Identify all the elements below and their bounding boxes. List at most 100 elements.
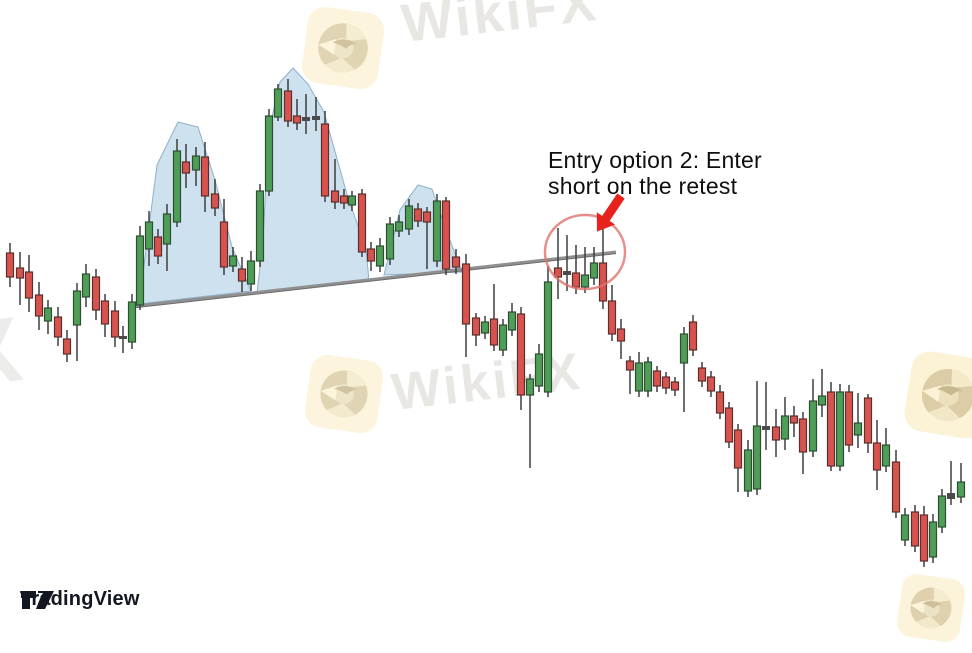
candle [302, 94, 310, 134]
candle [34, 282, 44, 330]
candle [507, 303, 517, 336]
candle [706, 371, 716, 397]
tradingview-logo-icon [21, 591, 54, 609]
candle [441, 197, 451, 275]
candle [489, 284, 499, 351]
bear-candle-body [516, 313, 526, 396]
candle [808, 379, 818, 457]
candle [375, 238, 385, 272]
candle [789, 406, 799, 437]
bull-candle-body [956, 481, 966, 498]
bear-candle-body [5, 252, 15, 278]
candle [697, 362, 707, 387]
candle [652, 366, 662, 392]
doji-body [563, 271, 571, 275]
bull-candle-body [543, 281, 553, 393]
bear-candle-body [688, 321, 698, 351]
bear-candle-body [200, 156, 210, 197]
bull-candle-body [900, 514, 910, 541]
candle [525, 374, 535, 468]
bull-candle-body [347, 195, 357, 206]
candle [762, 382, 770, 450]
bull-candle-body [808, 400, 818, 452]
wikifx-watermark-top: WikiFX [299, 0, 602, 92]
bear-candle-body [219, 221, 229, 268]
bear-candle-body [625, 360, 635, 371]
bull-candle-body [375, 245, 385, 267]
retest-circle [543, 213, 627, 291]
candle [598, 228, 608, 309]
bear-candle-body [706, 376, 716, 392]
bull-candle-body [228, 255, 238, 267]
bull-candle-body [835, 391, 845, 467]
wikifx-eagle-icon [302, 352, 386, 436]
candle [947, 461, 955, 505]
pattern-left-shoulder [138, 121, 252, 305]
bull-candle-body [135, 235, 145, 306]
bear-candle-body [357, 193, 367, 253]
annotation-line-1: Entry option 2: Enter [548, 147, 762, 173]
bull-candle-body [162, 213, 172, 245]
candle [255, 184, 265, 267]
candle [144, 211, 154, 266]
bull-candle-body [525, 378, 535, 396]
candle [580, 247, 590, 293]
bear-candle-body [724, 407, 734, 443]
candle [616, 319, 626, 359]
annotation-line-2: short on the retest [548, 173, 738, 199]
candle [956, 463, 966, 503]
bull-candle-body [127, 301, 137, 343]
bear-candle-body [413, 208, 423, 222]
candle [553, 228, 563, 299]
doji-body [947, 493, 955, 499]
bull-candle-body [580, 274, 590, 288]
wikifx-watermark-text: WikiFX [389, 343, 585, 422]
bear-candle-body [553, 267, 563, 278]
bull-candle-body [881, 444, 891, 467]
bear-candle-body [339, 195, 349, 204]
candle [347, 191, 357, 211]
bull-candle-body [432, 200, 442, 262]
candle [43, 300, 53, 334]
bull-candle-body [385, 223, 395, 260]
bull-candle-body [853, 422, 863, 436]
bear-candle-body [330, 190, 340, 203]
candle [24, 255, 34, 312]
bear-candle-body [616, 328, 626, 342]
bear-candle-body [715, 391, 725, 414]
bear-candle-body [863, 397, 873, 444]
bull-candle-body [404, 205, 414, 230]
bull-candle-body [191, 155, 201, 171]
candle [127, 294, 137, 349]
candle [219, 199, 229, 275]
bear-candle-body [891, 461, 901, 513]
candle [688, 315, 698, 356]
candle [780, 397, 790, 450]
bull-candle-body [264, 115, 274, 192]
neckline [135, 250, 617, 309]
bear-candle-body [181, 161, 191, 174]
candle [366, 242, 376, 271]
bull-candle-body [589, 262, 599, 279]
candle [826, 382, 836, 471]
candle [724, 402, 734, 448]
bear-candle-body [62, 338, 72, 355]
bull-candle-body [394, 221, 404, 232]
tradingview-logo: TradingView [20, 588, 140, 611]
candle [5, 243, 15, 287]
bear-candle-body [422, 211, 432, 223]
candle [181, 144, 191, 188]
bear-candle-body [571, 272, 581, 288]
candle [625, 356, 635, 394]
candle [339, 189, 349, 209]
candle [191, 147, 201, 186]
candle [634, 352, 644, 397]
candle [607, 285, 617, 341]
bear-candle-body [283, 90, 293, 122]
bear-candle-body [366, 248, 376, 262]
candle [743, 440, 753, 497]
bear-candle-body [670, 381, 680, 391]
bull-candle-body [172, 150, 182, 223]
